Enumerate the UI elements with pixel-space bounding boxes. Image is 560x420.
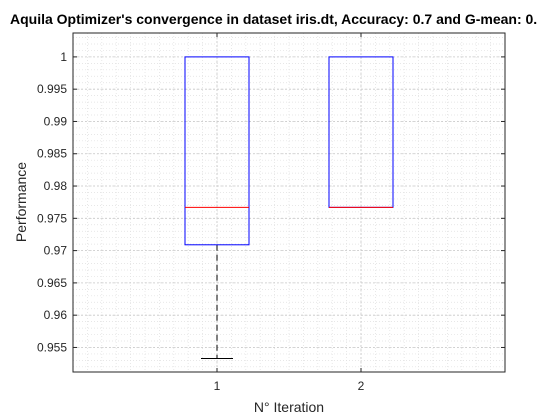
- y-tick-label: 0.975: [37, 211, 67, 225]
- x-tick-label: 2: [358, 379, 365, 393]
- boxes: [184, 56, 394, 359]
- y-axis-label: Performance: [13, 162, 29, 242]
- chart-title: Aquila Optimizer's convergence in datase…: [10, 11, 537, 27]
- y-tick-label: 0.985: [37, 147, 67, 161]
- box-2: [328, 56, 394, 208]
- box-1: [184, 56, 250, 359]
- grid: [73, 33, 505, 372]
- y-tick-label: 0.98: [44, 179, 68, 193]
- x-axis-label: N° Iteration: [254, 399, 324, 415]
- y-tick-label: 1: [60, 50, 67, 64]
- plot-area: [72, 32, 506, 373]
- ticks: 0.955 0.96 0.965 0.97 0.975 0.98 0.985 0.99 0.99…: [37, 33, 505, 393]
- y-tick-label: 0.965: [37, 276, 67, 290]
- y-tick-label: 0.99: [44, 114, 68, 128]
- y-tick-label: 0.955: [37, 340, 67, 354]
- y-tick-label: 0.96: [44, 308, 68, 322]
- y-tick-label: 0.97: [44, 244, 68, 258]
- x-tick-label: 1: [214, 379, 221, 393]
- box-rect: [184, 56, 250, 246]
- y-tick-label: 0.995: [37, 82, 67, 96]
